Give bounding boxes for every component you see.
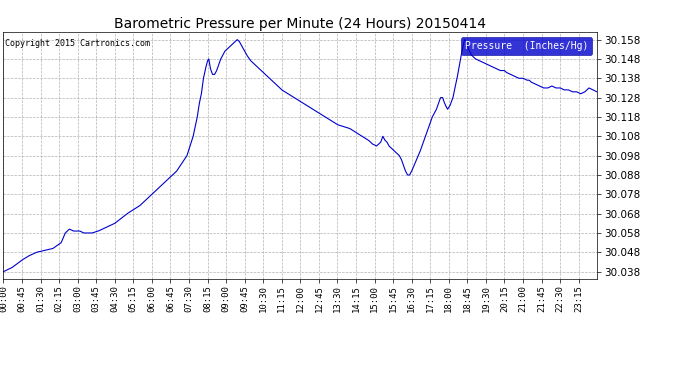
Text: Copyright 2015 Cartronics.com: Copyright 2015 Cartronics.com (5, 39, 150, 48)
Title: Barometric Pressure per Minute (24 Hours) 20150414: Barometric Pressure per Minute (24 Hours… (114, 17, 486, 31)
Legend: Pressure  (Inches/Hg): Pressure (Inches/Hg) (461, 37, 592, 54)
